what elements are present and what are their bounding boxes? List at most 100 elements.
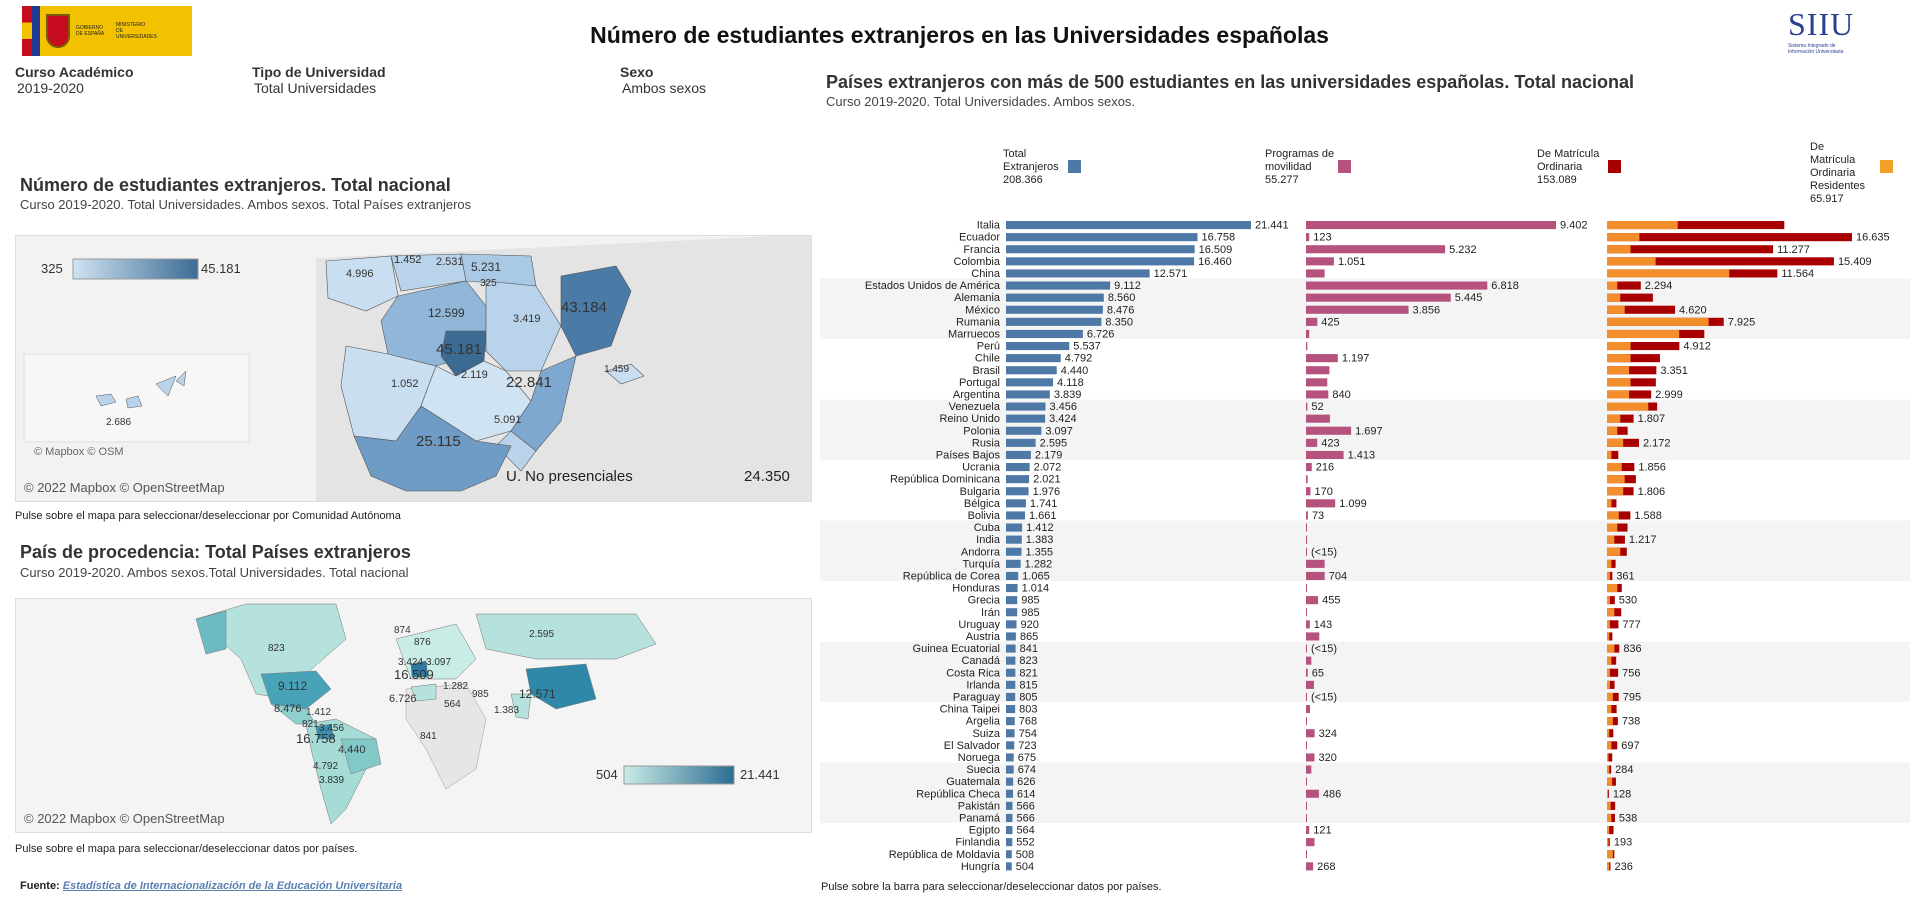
bar-total[interactable]	[1006, 342, 1070, 351]
bar-total[interactable]	[1006, 680, 1016, 689]
bar-residentes[interactable]	[1607, 402, 1649, 411]
bar-movilidad[interactable]	[1306, 511, 1308, 520]
bar-total[interactable]	[1006, 305, 1103, 314]
country-spain[interactable]	[410, 660, 429, 678]
legend-item-residentes[interactable]: De Matrícula Ordinaria Residentes 65.917	[1810, 141, 1870, 206]
bar-residentes[interactable]	[1607, 753, 1609, 762]
category-label[interactable]: Bélgica	[964, 498, 1001, 510]
region-cataluna[interactable]	[560, 265, 632, 357]
bar-movilidad[interactable]	[1306, 656, 1312, 665]
bar-residentes[interactable]	[1607, 257, 1656, 266]
bar-total[interactable]	[1006, 281, 1111, 290]
bar-residentes[interactable]	[1607, 450, 1612, 459]
bar-total[interactable]	[1006, 668, 1016, 677]
category-label[interactable]: Ecuador	[959, 232, 1000, 244]
bar-residentes[interactable]	[1607, 838, 1609, 847]
bar-movilidad[interactable]	[1306, 221, 1556, 230]
bar-total[interactable]	[1006, 390, 1050, 399]
bar-movilidad[interactable]	[1306, 535, 1308, 544]
bar-ordinaria[interactable]	[1607, 366, 1657, 375]
bar-movilidad[interactable]	[1306, 317, 1318, 326]
bar-total[interactable]	[1006, 801, 1013, 810]
category-label[interactable]: Países Bajos	[936, 449, 1001, 461]
bar-total[interactable]	[1006, 571, 1019, 580]
bar-ordinaria[interactable]	[1607, 753, 1613, 762]
bar-residentes[interactable]	[1607, 269, 1730, 278]
bar-residentes[interactable]	[1607, 729, 1610, 738]
category-label[interactable]: Panamá	[959, 812, 1001, 824]
bar-residentes[interactable]	[1607, 608, 1615, 617]
bar-total[interactable]	[1006, 813, 1013, 822]
bar-movilidad[interactable]	[1306, 354, 1338, 363]
country-colombia[interactable]	[315, 723, 335, 740]
bar-ordinaria[interactable]	[1607, 535, 1625, 544]
bar-ordinaria[interactable]	[1607, 354, 1660, 363]
category-label[interactable]: Ucrania	[962, 462, 1001, 474]
country-brazil[interactable]	[340, 738, 382, 775]
bar-movilidad[interactable]	[1306, 850, 1307, 859]
bar-ordinaria[interactable]	[1607, 293, 1653, 302]
category-label[interactable]: Grecia	[968, 595, 1001, 607]
bar-total[interactable]	[1006, 729, 1015, 738]
bar-ordinaria[interactable]	[1607, 826, 1614, 835]
category-label[interactable]: Bulgaria	[960, 486, 1001, 498]
bar-residentes[interactable]	[1607, 499, 1612, 508]
filter-value[interactable]: 2019-2020	[17, 80, 84, 96]
bar-total[interactable]	[1006, 741, 1015, 750]
bar-total[interactable]	[1006, 499, 1026, 508]
bar-total[interactable]	[1006, 245, 1195, 254]
country-russia[interactable]	[475, 613, 657, 660]
bar-residentes[interactable]	[1607, 571, 1610, 580]
bar-total[interactable]	[1006, 838, 1013, 847]
category-label[interactable]: República de Corea	[903, 570, 1001, 582]
bar-total[interactable]	[1006, 378, 1054, 387]
bar-total[interactable]	[1006, 402, 1046, 411]
bar-residentes[interactable]	[1607, 523, 1618, 532]
bar-total[interactable]	[1006, 426, 1042, 435]
legend-item-ordinaria[interactable]: De Matrícula Ordinaria 153.089	[1537, 148, 1602, 187]
bar-residentes[interactable]	[1607, 511, 1619, 520]
bar-residentes[interactable]	[1607, 620, 1610, 629]
bar-ordinaria[interactable]	[1607, 305, 1676, 314]
bar-residentes[interactable]	[1607, 342, 1631, 351]
bar-residentes[interactable]	[1607, 717, 1613, 726]
bar-residentes[interactable]	[1607, 656, 1612, 665]
region-galicia[interactable]	[325, 255, 399, 312]
bar-movilidad[interactable]	[1306, 378, 1328, 387]
bar-ordinaria[interactable]	[1607, 257, 1834, 266]
category-label[interactable]: Egipto	[969, 825, 1000, 837]
region-aragon[interactable]	[485, 280, 562, 372]
bar-movilidad[interactable]	[1306, 305, 1409, 314]
bar-residentes[interactable]	[1607, 813, 1612, 822]
region-andalucia[interactable]	[353, 405, 512, 492]
bar-total[interactable]	[1006, 317, 1102, 326]
category-label[interactable]: Francia	[963, 244, 1001, 256]
bar-residentes[interactable]	[1607, 705, 1612, 714]
category-label[interactable]: Rumania	[956, 316, 1001, 328]
bar-movilidad[interactable]	[1306, 390, 1329, 399]
country-morocco[interactable]	[410, 683, 437, 702]
bar-residentes[interactable]	[1607, 329, 1680, 338]
spain-map[interactable]: 325 45.181 4.996 1.452 2.531 5.231 325 1…	[15, 235, 812, 502]
bar-total[interactable]	[1006, 717, 1015, 726]
category-label[interactable]: Portugal	[959, 377, 1000, 389]
legend-item-movilidad[interactable]: Programas de movilidad 55.277	[1265, 148, 1340, 187]
bar-residentes[interactable]	[1607, 777, 1613, 786]
filter-sexo[interactable]: Sexo Ambos sexos	[620, 64, 706, 96]
source-link[interactable]: Estadística de Internacionalización de l…	[62, 880, 403, 892]
bar-movilidad[interactable]	[1306, 741, 1307, 750]
category-label[interactable]: Costa Rica	[946, 667, 1001, 679]
category-label[interactable]: Paraguay	[953, 691, 1001, 703]
bar-residentes[interactable]	[1607, 692, 1613, 701]
bar-movilidad[interactable]	[1306, 801, 1307, 810]
bar-ordinaria[interactable]	[1607, 233, 1852, 242]
bar-movilidad[interactable]	[1306, 620, 1310, 629]
bar-ordinaria[interactable]	[1607, 414, 1634, 423]
bar-movilidad[interactable]	[1306, 705, 1310, 714]
category-label[interactable]: República Checa	[916, 788, 1001, 800]
bar-residentes[interactable]	[1607, 354, 1631, 363]
non-presencial-label[interactable]: U. No presenciales	[506, 468, 633, 485]
bar-movilidad[interactable]	[1306, 729, 1315, 738]
bar-total[interactable]	[1006, 523, 1023, 532]
bar-ordinaria[interactable]	[1607, 281, 1641, 290]
